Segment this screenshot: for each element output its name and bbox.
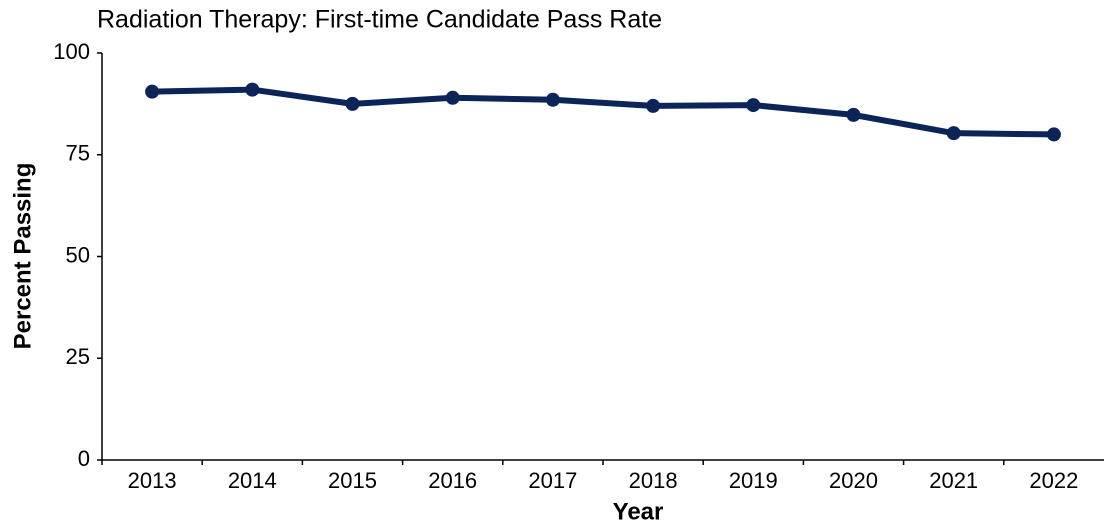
x-tick-label: 2013 [128, 468, 177, 493]
x-tick-label: 2021 [929, 468, 978, 493]
x-tick-label: 2020 [829, 468, 878, 493]
y-tick-label: 50 [66, 242, 90, 267]
x-tick-label: 2015 [328, 468, 377, 493]
data-point [345, 96, 360, 111]
y-tick-label: 75 [66, 141, 90, 166]
x-tick-label: 2016 [428, 468, 477, 493]
y-axis-title: Percent Passing [9, 163, 36, 350]
data-point [946, 126, 961, 141]
x-tick-label: 2018 [629, 468, 678, 493]
y-tick-label: 0 [78, 446, 90, 471]
data-point [846, 107, 861, 122]
y-tick-label: 25 [66, 344, 90, 369]
data-point [145, 84, 160, 99]
data-point [1046, 127, 1061, 142]
x-tick-label: 2022 [1029, 468, 1078, 493]
line-series [152, 86, 1054, 138]
data-point [646, 98, 661, 113]
x-tick-label: 2019 [729, 468, 778, 493]
data-point [545, 92, 560, 107]
x-axis-title: Year [613, 498, 664, 525]
x-tick-label: 2014 [228, 468, 277, 493]
data-point [245, 82, 260, 97]
data-point [746, 98, 761, 113]
y-tick-label: 100 [53, 39, 90, 64]
chart-title: Radiation Therapy: First-time Candidate … [97, 6, 662, 34]
x-tick-label: 2017 [528, 468, 577, 493]
data-point [445, 90, 460, 105]
